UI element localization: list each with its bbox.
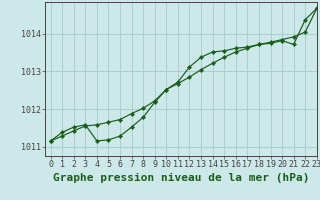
X-axis label: Graphe pression niveau de la mer (hPa): Graphe pression niveau de la mer (hPa) (52, 173, 309, 183)
